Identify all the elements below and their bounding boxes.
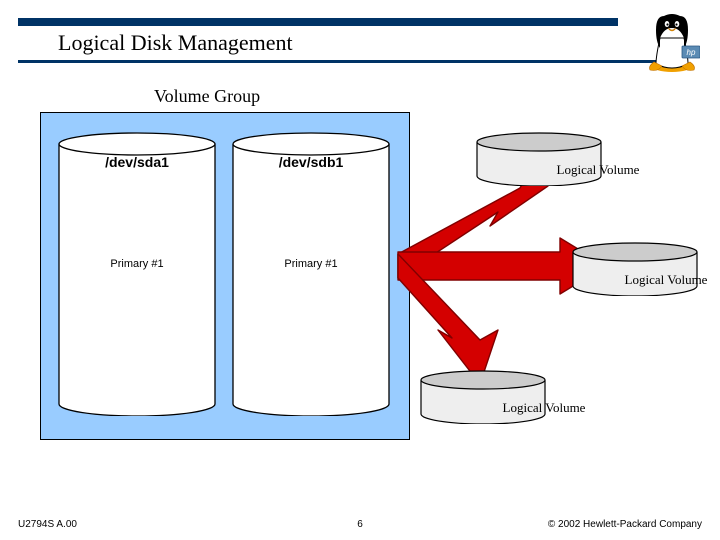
- physical-disk: /dev/sda1 Primary #1: [58, 132, 216, 416]
- page-number: 6: [357, 519, 363, 530]
- svg-text:hp: hp: [687, 48, 696, 57]
- footer-copyright: © 2002 Hewlett-Packard Company: [548, 519, 702, 530]
- disk-device-label: /dev/sdb1: [232, 154, 390, 170]
- logical-volume-label: Logical Volume: [538, 162, 658, 178]
- tux-logo: hp: [642, 6, 702, 76]
- disk-partition-label: Primary #1: [58, 258, 216, 270]
- physical-disk: /dev/sdb1 Primary #1: [232, 132, 390, 416]
- header-underline: [18, 60, 678, 63]
- logical-volume-label: Logical Volume: [606, 272, 720, 288]
- volume-group-label: Volume Group: [154, 86, 260, 107]
- footer-doc-id: U2794S A.00: [18, 519, 77, 530]
- disk-partition-label: Primary #1: [232, 258, 390, 270]
- header-bar: [18, 18, 618, 26]
- page-title: Logical Disk Management: [58, 30, 293, 56]
- disk-device-label: /dev/sda1: [58, 154, 216, 170]
- logical-volume-label: Logical Volume: [484, 400, 604, 416]
